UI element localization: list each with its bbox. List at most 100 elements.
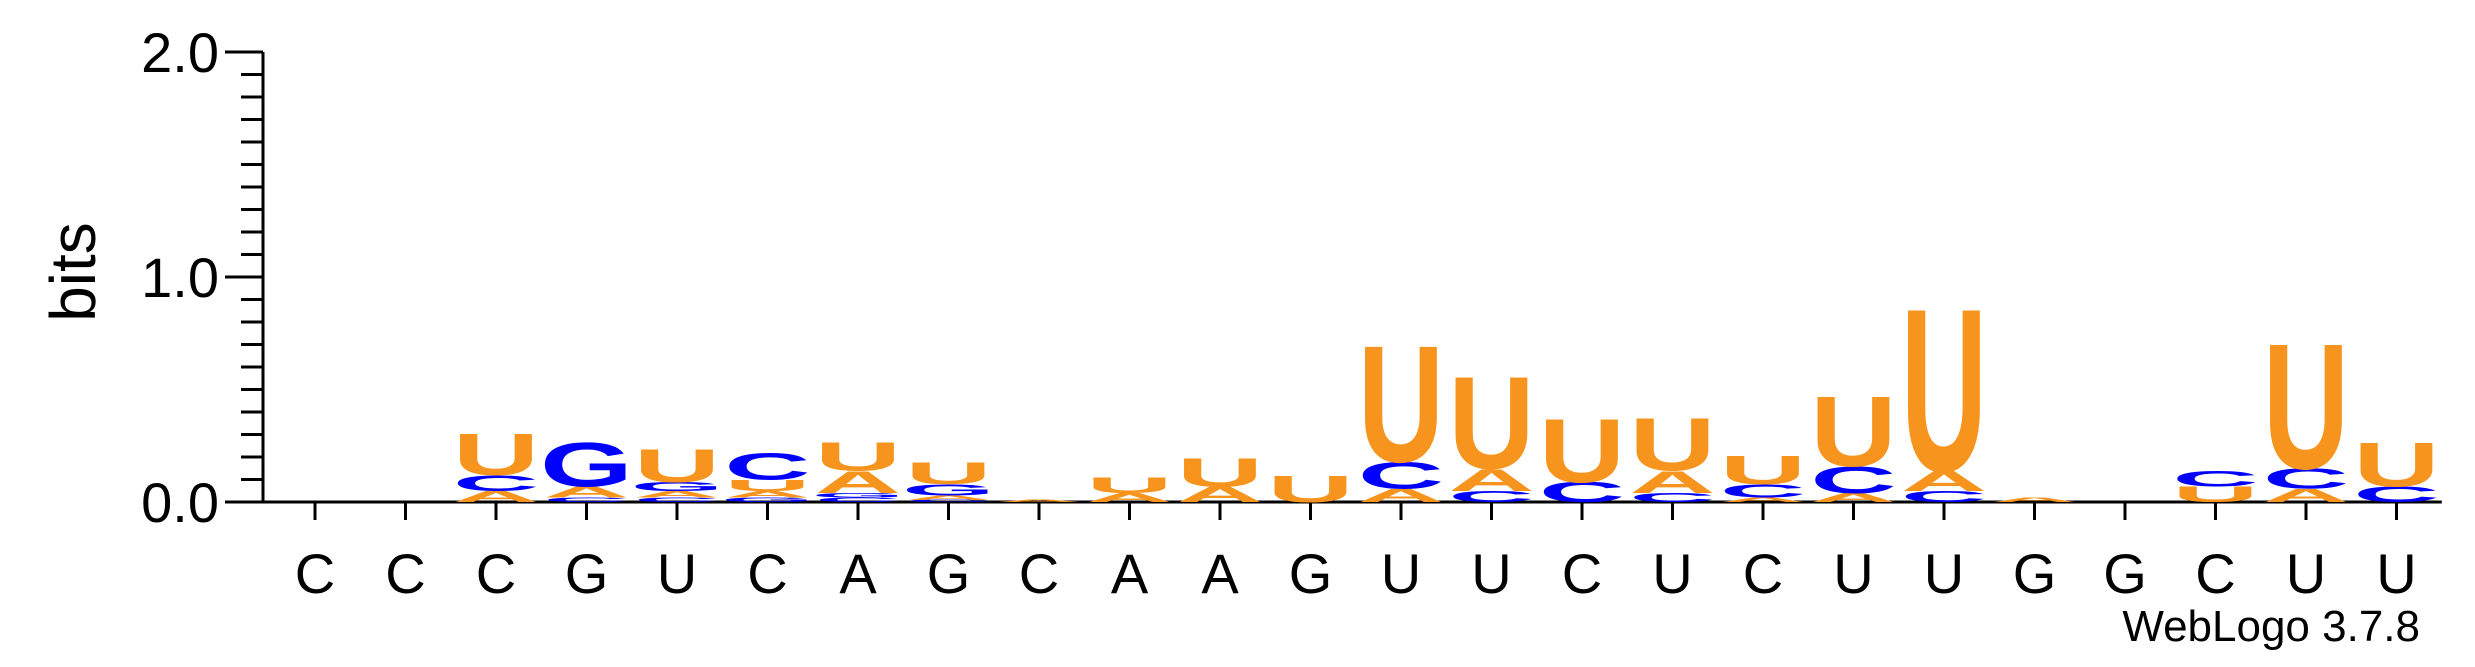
logo-letter-A: A <box>815 465 901 500</box>
logo-letter-U: U <box>1901 262 1987 521</box>
logo-letter-C: C <box>905 499 991 502</box>
logo-letter-C: C <box>724 445 810 487</box>
logo-letter-U: U <box>2353 430 2439 500</box>
logo-letter-C: C <box>2172 467 2258 492</box>
logo-letter-U: U <box>815 433 901 479</box>
x-tick-label: A <box>1111 542 1149 605</box>
x-tick-label: U <box>1652 542 1692 605</box>
x-tick-label: G <box>2103 542 2147 605</box>
stack-position-12: U <box>1267 468 1353 510</box>
logo-letter-U: U <box>1358 311 1444 497</box>
stack-position-16: CAU <box>1629 403 1715 504</box>
x-tick-label: G <box>1289 542 1333 605</box>
logo-letter-C: C <box>634 496 720 503</box>
logo-letter-A: A <box>1448 462 1534 497</box>
stack-position-10: AU <box>1086 473 1172 504</box>
y-axis-label: bits <box>37 222 109 322</box>
x-tick-label: C <box>1743 542 1783 605</box>
logo-letter-C: C <box>815 496 901 503</box>
x-tick-label: U <box>1924 542 1964 605</box>
logo-letter-U: U <box>2172 482 2258 507</box>
logo-letter-U: U <box>1177 449 1263 495</box>
x-tick-label: G <box>565 542 609 605</box>
logo-letter-C: C <box>2263 463 2349 495</box>
x-tick-label: U <box>2286 542 2326 605</box>
x-tick-label: G <box>2013 542 2057 605</box>
stack-position-14: CAU <box>1448 349 1534 506</box>
stack-position-17: ACU <box>1720 447 1806 503</box>
logo-letter-U: U <box>453 422 539 488</box>
stack-position-4: CAG <box>540 430 633 503</box>
logo-letter-U: U <box>634 440 720 492</box>
y-tick-label: 2.0 <box>141 21 219 84</box>
logo-letter-G: G <box>540 430 633 500</box>
logo-letter-U: U <box>1539 399 1625 501</box>
logo-letter-A: A <box>453 488 539 506</box>
x-tick-label: U <box>1381 542 1421 605</box>
logo-letter-C: C <box>453 471 539 496</box>
stack-position-18: ACU <box>1810 376 1896 505</box>
logo-letter-A: A <box>1177 482 1263 507</box>
stack-position-9: A <box>996 499 1082 502</box>
logo-letter-C: C <box>1810 459 1896 501</box>
stack-position-20: A <box>1991 496 2077 503</box>
logo-letter-U: U <box>2263 307 2349 507</box>
logo-letter-A: A <box>1720 496 1806 503</box>
logo-letter-A: A <box>2263 485 2349 506</box>
logo-letter-C: C <box>1539 477 1625 509</box>
logo-letter-U: U <box>1267 468 1353 510</box>
x-tick-label: U <box>2376 542 2416 605</box>
x-tick-label: G <box>927 542 971 605</box>
logo-letter-A: A <box>1991 496 2077 503</box>
x-tick-label: C <box>747 542 787 605</box>
logo-letter-U: U <box>1810 376 1896 488</box>
x-tick-label: C <box>476 542 516 605</box>
logo-letter-C: C <box>1720 481 1806 502</box>
logo-letter-U: U <box>724 477 810 495</box>
logo-letter-A: A <box>634 489 720 500</box>
logo-letter-A: A <box>1358 485 1444 506</box>
y-tick-label: 1.0 <box>141 246 219 309</box>
y-axis: 0.0 1.0 2.0 <box>141 21 265 534</box>
x-tick-label: U <box>1471 542 1511 605</box>
logo-letter-U: U <box>905 456 991 491</box>
x-tick-label: C <box>295 542 335 605</box>
logo-letter-G: G <box>721 496 814 503</box>
x-tick-label: U <box>1833 542 1873 605</box>
x-tick-label: C <box>1019 542 1059 605</box>
logo-letter-U: U <box>1086 473 1172 498</box>
logo-letter-G: G <box>812 492 905 499</box>
logo-letter-A: A <box>905 494 991 501</box>
logo-letter-A: A <box>724 489 810 500</box>
logo-letter-A: A <box>1901 465 1987 497</box>
logo-letter-A: A <box>543 483 629 501</box>
logo-letter-A: A <box>1810 491 1896 505</box>
x-tick-label: U <box>657 542 697 605</box>
logo-letter-C: C <box>543 496 629 503</box>
x-tick-label: A <box>1201 542 1239 605</box>
x-tick-label: C <box>1562 542 1602 605</box>
logo-letter-U: U <box>1720 447 1806 493</box>
stack-position-13: ACU <box>1358 311 1444 506</box>
y-tick-label: 0.0 <box>141 471 219 534</box>
logo-letter-U: U <box>1629 403 1715 487</box>
stack-position-19: CAU <box>1901 262 1987 521</box>
logo-letter-A: A <box>996 499 1082 502</box>
x-tick-label: C <box>2195 542 2235 605</box>
stack-position-3: ACU <box>453 422 539 506</box>
x-tick-label: A <box>839 542 877 605</box>
logo-letter-C: C <box>1358 454 1444 496</box>
logo-letter-U: U <box>1448 349 1534 497</box>
stack-position-11: AU <box>1177 449 1263 507</box>
logo-letter-C: C <box>1629 491 1715 505</box>
weblogo-credit: WebLogo 3.7.8 <box>2122 602 2420 651</box>
logo-letter-C: C <box>1901 488 1987 506</box>
logo-letter-C: C <box>2353 482 2439 507</box>
logo-letter-A: A <box>1086 491 1172 505</box>
